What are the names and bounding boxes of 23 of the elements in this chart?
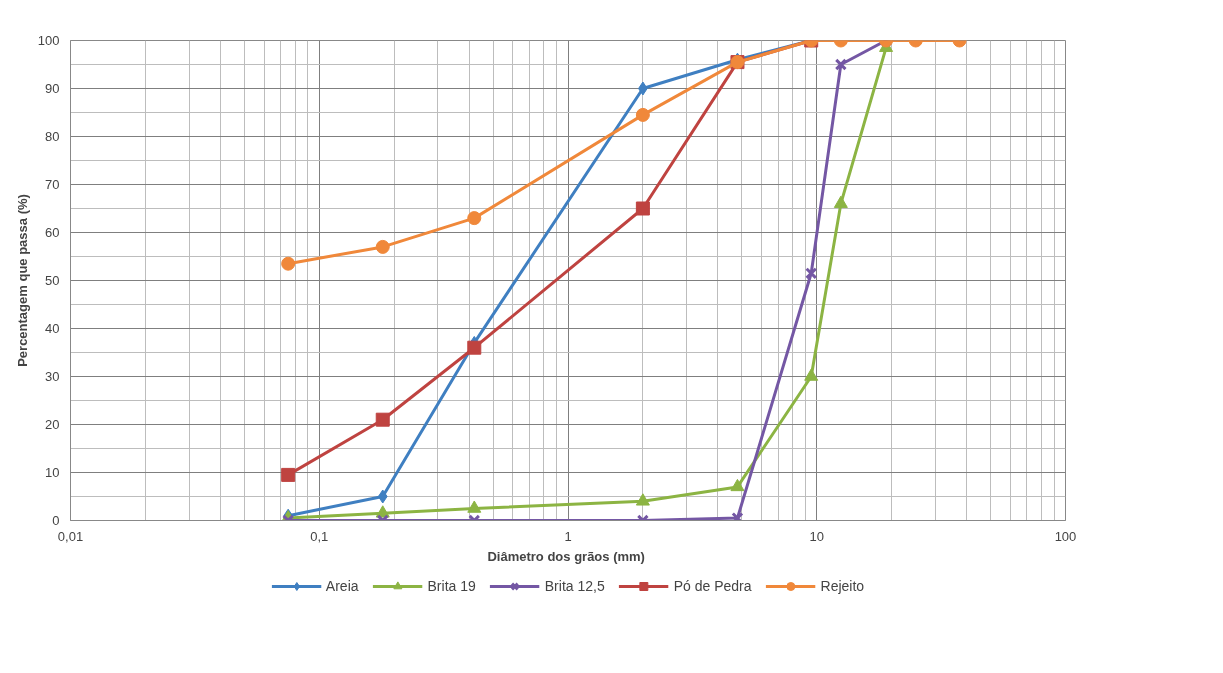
x-axis-title: Diâmetro dos grãos (mm) bbox=[487, 548, 645, 564]
y-tick-label: 40 bbox=[45, 321, 60, 336]
y-tick-label: 50 bbox=[45, 273, 60, 288]
x-tick-label: 1 bbox=[564, 528, 572, 544]
legend-label: Brita 12,5 bbox=[544, 578, 605, 594]
y-tick-label: 60 bbox=[45, 225, 60, 240]
x-tick-label: 0,01 bbox=[57, 528, 84, 544]
legend-label: Areia bbox=[325, 578, 359, 594]
y-axis-title: Percentagem que passa (%) bbox=[14, 194, 30, 367]
y-tick-label: 70 bbox=[45, 177, 60, 192]
y-tick-label: 90 bbox=[45, 81, 60, 96]
y-tick-label: 80 bbox=[45, 129, 60, 144]
y-tick-label: 30 bbox=[45, 369, 60, 384]
y-tick-label: 100 bbox=[37, 33, 60, 48]
y-tick-label: 0 bbox=[52, 513, 60, 528]
x-tick-label: 10 bbox=[809, 528, 824, 544]
legend-label: Pó de Pedra bbox=[673, 578, 752, 594]
x-tick-label: 0,1 bbox=[310, 528, 329, 544]
legend-label: Brita 19 bbox=[427, 578, 476, 594]
x-tick-label: 100 bbox=[1054, 528, 1077, 544]
legend-label: Rejeito bbox=[820, 578, 865, 594]
y-tick-label: 20 bbox=[45, 417, 60, 432]
y-tick-label: 10 bbox=[45, 465, 60, 480]
